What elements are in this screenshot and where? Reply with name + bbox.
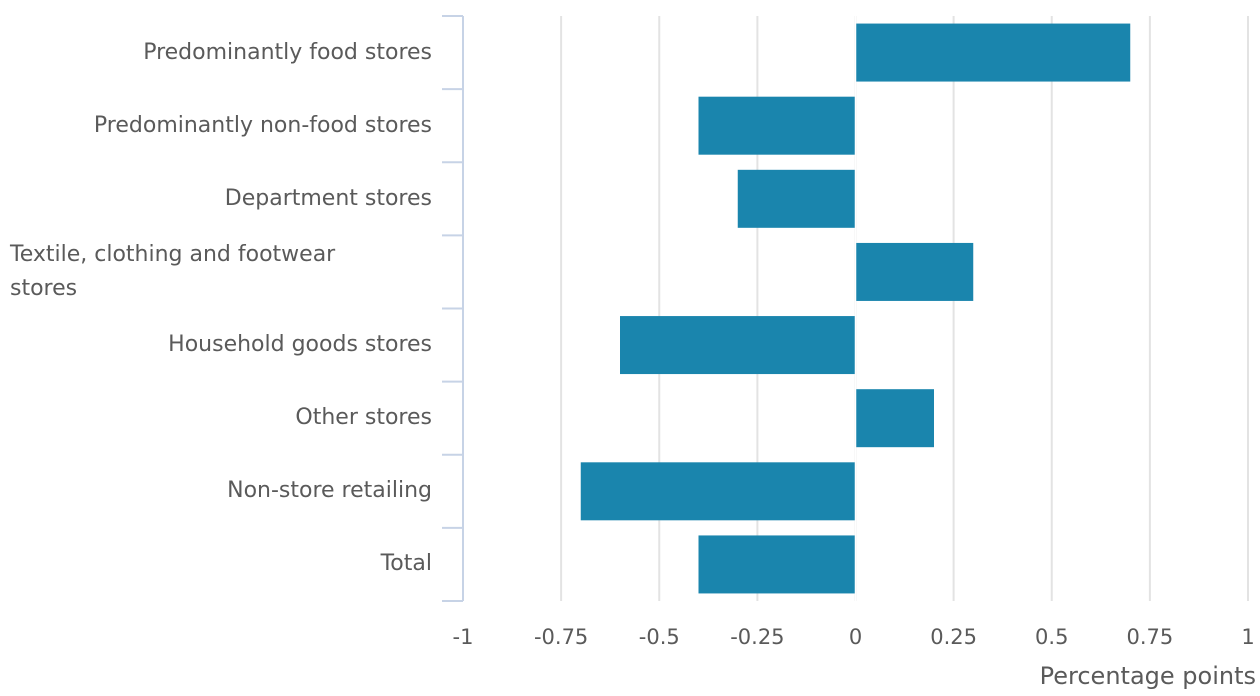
bar-2 (737, 169, 856, 228)
x-axis-title: Percentage points (1039, 662, 1256, 690)
bar-3 (855, 242, 974, 301)
bar-5 (855, 389, 934, 448)
category-label-0: Predominantly food stores (143, 39, 432, 65)
x-tick-label-3: -0.25 (730, 625, 784, 649)
category-label-1: Predominantly non-food stores (93, 112, 432, 138)
x-tick-label-0: -1 (453, 625, 474, 649)
x-tick-label-5: 0.25 (930, 625, 977, 649)
x-tick-label-4: 0 (849, 625, 862, 649)
x-tick-label-8: 1 (1241, 625, 1254, 649)
category-label-2: Department stores (224, 185, 432, 211)
x-tick-label-7: 0.75 (1126, 625, 1173, 649)
bar-0 (855, 23, 1131, 82)
category-label-5: Other stores (295, 405, 432, 431)
x-tick-label-6: 0.5 (1035, 625, 1068, 649)
category-label-7: Total (380, 551, 432, 577)
x-tick-label-2: -0.5 (639, 625, 680, 649)
x-tick-label-1: -0.75 (534, 625, 588, 649)
bar-6 (580, 462, 856, 521)
category-label-6: Non-store retailing (227, 478, 432, 504)
bar-1 (698, 96, 856, 155)
category-label-3: Textile, clothing and footwear stores (10, 241, 336, 301)
category-label-4: Household goods stores (168, 332, 432, 358)
bar-4 (620, 316, 856, 375)
bar-7 (698, 535, 856, 594)
